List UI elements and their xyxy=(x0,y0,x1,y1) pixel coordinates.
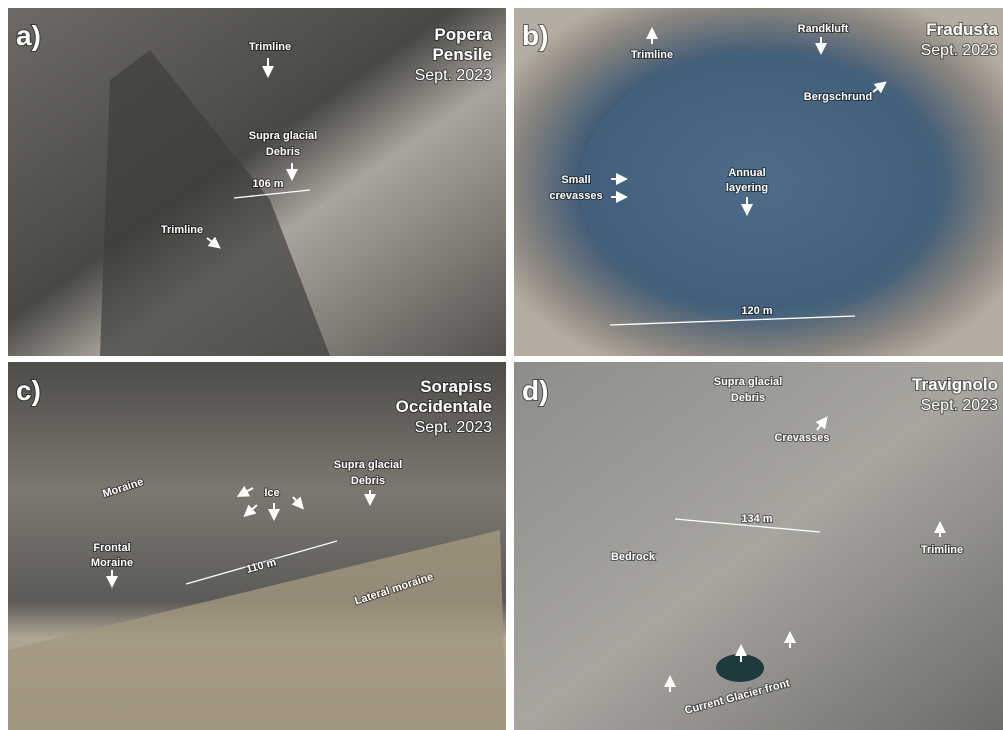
annotation: 120 m xyxy=(741,305,772,317)
annotation: Bergschrund xyxy=(804,91,872,103)
annotation: Debris xyxy=(266,146,300,158)
glacier xyxy=(580,50,950,320)
annotation: 134 m xyxy=(741,513,772,525)
site-name: Popera xyxy=(434,25,492,44)
panel-label: c) xyxy=(16,375,41,406)
annotation: Trimline xyxy=(249,41,291,53)
date: Sept. 2023 xyxy=(921,42,999,59)
site-name: Travignolo xyxy=(912,375,998,394)
annotation: Supra glacial xyxy=(714,376,782,388)
annotation: Debris xyxy=(351,475,385,487)
annotation: Annual xyxy=(728,167,765,179)
annotation: Debris xyxy=(731,392,765,404)
date: Sept. 2023 xyxy=(415,419,493,436)
panel-label: a) xyxy=(16,20,41,51)
annotation: crevasses xyxy=(549,190,602,202)
panel-label: b) xyxy=(522,20,548,51)
annotation: Randkluft xyxy=(798,23,849,35)
site-name: Pensile xyxy=(432,45,492,64)
annotation: Ice xyxy=(264,487,279,499)
annotation: Supra glacial xyxy=(334,459,402,471)
lateral-moraine xyxy=(8,530,506,730)
site-name: Sorapiss xyxy=(420,377,492,396)
annotation: Moraine xyxy=(91,557,133,569)
annotation: Trimline xyxy=(161,224,203,236)
annotation: 106 m xyxy=(252,178,283,190)
site-name: Occidentale xyxy=(396,397,492,416)
arrows xyxy=(106,27,946,692)
site-name: Fradusta xyxy=(926,20,998,39)
annotation: Trimline xyxy=(921,544,963,556)
annotation: Bedrock xyxy=(611,551,656,563)
date: Sept. 2023 xyxy=(921,397,999,414)
rock-face xyxy=(100,50,330,356)
annotation: Crevasses xyxy=(774,432,829,444)
date: Sept. 2023 xyxy=(415,67,493,84)
annotation: layering xyxy=(726,182,768,194)
annotation: Frontal xyxy=(93,542,130,554)
panel-label: d) xyxy=(522,375,548,406)
lake xyxy=(716,654,764,682)
annotation: Supra glacial xyxy=(249,130,317,142)
annotation: Trimline xyxy=(631,49,673,61)
annotation: Small xyxy=(561,174,590,186)
